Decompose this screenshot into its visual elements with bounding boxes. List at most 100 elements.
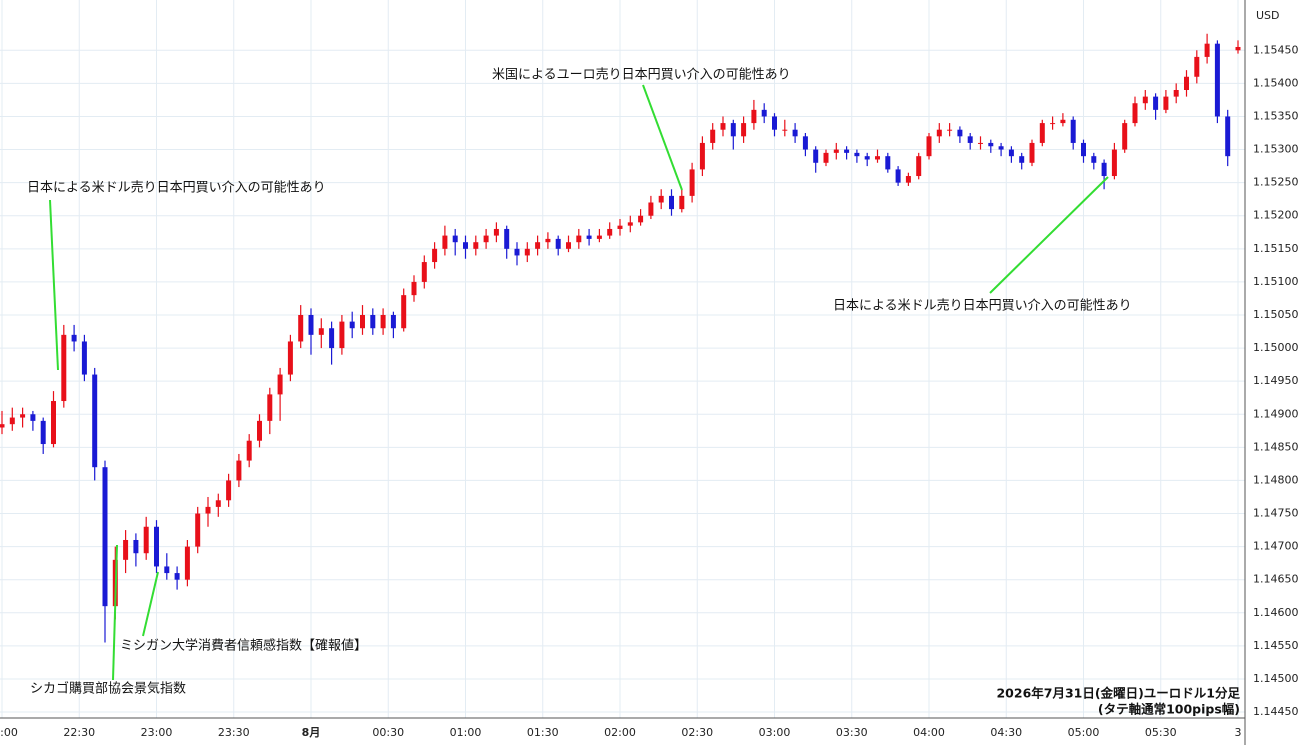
y-tick-label: 1.15400 <box>1253 76 1299 89</box>
candle-body <box>452 235 458 243</box>
candle-body <box>1070 119 1076 143</box>
candle-body <box>710 129 716 143</box>
candle-body <box>1111 149 1117 177</box>
candle-body <box>741 123 747 137</box>
candle-body <box>370 314 376 329</box>
candle-body <box>895 169 901 183</box>
candle-body <box>102 467 108 607</box>
y-tick-label: 1.14550 <box>1253 639 1299 652</box>
pointer <box>642 84 683 191</box>
y-tick-label: 1.14900 <box>1253 407 1299 420</box>
candle-body <box>730 123 736 137</box>
candle-body <box>1008 149 1014 157</box>
y-tick-label: 1.14700 <box>1253 540 1299 553</box>
candle-body <box>226 480 232 501</box>
candle-body <box>998 146 1004 150</box>
y-tick-label: 1.14950 <box>1253 374 1299 387</box>
caption: (タテ軸通常100pips幅) <box>1098 702 1240 717</box>
x-tick-label: 02:00 <box>604 726 636 739</box>
annotation: ミシガン大学消費者信頼感指数【確報値】 <box>120 638 367 654</box>
x-tick-label: 8月 <box>302 726 321 739</box>
candle-body <box>638 215 644 223</box>
candle-body <box>555 238 561 249</box>
candle-body <box>854 152 860 157</box>
candle-body <box>195 513 201 547</box>
candle-body <box>1184 76 1189 90</box>
candle-body <box>1029 142 1035 163</box>
candle-body <box>988 142 994 147</box>
candle-body <box>123 539 129 560</box>
candle-body <box>421 262 427 282</box>
candle-body <box>566 242 571 249</box>
candle-body <box>1235 46 1241 51</box>
candle-body <box>40 420 46 445</box>
candle-body <box>627 222 633 226</box>
candle-body <box>184 546 190 580</box>
pointer <box>989 176 1109 294</box>
y-tick-label: 1.14600 <box>1253 606 1299 619</box>
candle-body <box>792 129 798 137</box>
candle-body <box>586 235 592 239</box>
candle-body <box>720 123 726 130</box>
candle-body <box>51 401 56 445</box>
candle-body <box>61 334 67 402</box>
grid <box>0 0 1245 718</box>
candle-body <box>1060 119 1066 124</box>
candle-body <box>864 156 870 160</box>
candle-body <box>360 314 365 329</box>
annotation: 米国によるユーロ売り日本円買い介入の可能性あり <box>492 67 791 83</box>
candle-body <box>916 156 922 177</box>
x-tick-label: 05:00 <box>1068 726 1100 739</box>
annotation: 日本による米ドル売り日本円買い介入の可能性あり <box>27 180 326 196</box>
candle-body <box>432 248 438 263</box>
candle-body <box>885 156 891 170</box>
candle-body <box>143 526 149 554</box>
candle-body <box>205 506 211 514</box>
candle-body <box>1122 123 1128 150</box>
candle-body <box>164 566 170 574</box>
candle-body <box>483 235 489 243</box>
candle-body <box>926 136 932 157</box>
y-tick-label: 1.14500 <box>1253 672 1299 685</box>
candle-body <box>905 176 911 183</box>
candles <box>0 33 1241 643</box>
candle-body <box>246 440 252 461</box>
candle-body <box>308 314 314 335</box>
candle-body <box>1101 162 1107 177</box>
pointer <box>142 571 159 637</box>
y-tick-label: 1.15150 <box>1253 242 1299 255</box>
y-tick-label: 1.15100 <box>1253 275 1299 288</box>
candle-body <box>967 136 973 143</box>
candle-body <box>380 314 386 329</box>
candle-body <box>318 328 324 335</box>
y-tick-label: 1.15450 <box>1253 43 1299 56</box>
candle-body <box>947 129 953 131</box>
candle-body <box>1142 96 1148 104</box>
candle-body <box>936 129 942 137</box>
candle-body <box>277 374 283 395</box>
candle-body <box>1173 89 1179 97</box>
candle-body <box>978 142 983 144</box>
x-tick-label: 22:30 <box>63 726 95 739</box>
candle-body <box>823 152 829 163</box>
candle-body <box>576 235 582 243</box>
candle-body <box>30 414 36 421</box>
x-tick-label: 23:00 <box>141 726 173 739</box>
candle-body <box>411 281 417 296</box>
candle-body <box>751 109 757 124</box>
candle-body <box>236 460 242 481</box>
pointer <box>49 199 59 371</box>
y-tick-label: 1.14750 <box>1253 507 1299 520</box>
candle-body <box>1039 123 1045 143</box>
y-tick-label: 1.15050 <box>1253 308 1299 321</box>
x-tick-label: 3 <box>1235 726 1242 739</box>
y-tick-label: 1.15250 <box>1253 176 1299 189</box>
candle-body <box>1019 156 1025 163</box>
candle-body <box>1163 96 1169 110</box>
x-tick-label: 02:30 <box>681 726 713 739</box>
candle-body <box>1132 103 1138 124</box>
candle-body <box>267 394 273 421</box>
candle-body <box>679 195 685 210</box>
candle-body <box>833 149 839 153</box>
